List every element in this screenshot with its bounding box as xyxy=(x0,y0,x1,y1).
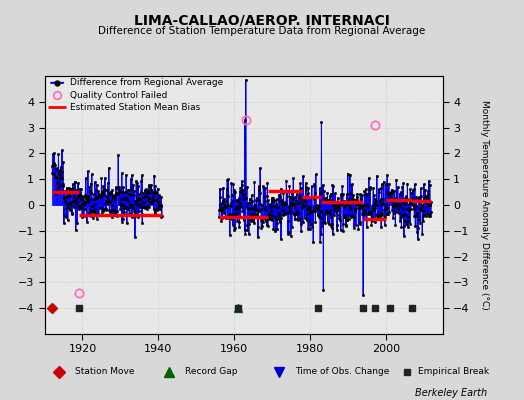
Y-axis label: Monthly Temperature Anomaly Difference (°C): Monthly Temperature Anomaly Difference (… xyxy=(480,100,489,310)
Text: Berkeley Earth: Berkeley Earth xyxy=(415,388,487,398)
Text: LIMA-CALLAO/AEROP. INTERNACI: LIMA-CALLAO/AEROP. INTERNACI xyxy=(134,14,390,28)
Text: Difference of Station Temperature Data from Regional Average: Difference of Station Temperature Data f… xyxy=(99,26,425,36)
Text: Record Gap: Record Gap xyxy=(185,367,237,376)
Text: Difference from Regional Average: Difference from Regional Average xyxy=(70,78,224,87)
Text: Quality Control Failed: Quality Control Failed xyxy=(70,90,168,100)
Text: Time of Obs. Change: Time of Obs. Change xyxy=(295,367,389,376)
Text: Estimated Station Mean Bias: Estimated Station Mean Bias xyxy=(70,103,201,112)
Text: Station Move: Station Move xyxy=(75,367,134,376)
Text: Empirical Break: Empirical Break xyxy=(418,367,489,376)
